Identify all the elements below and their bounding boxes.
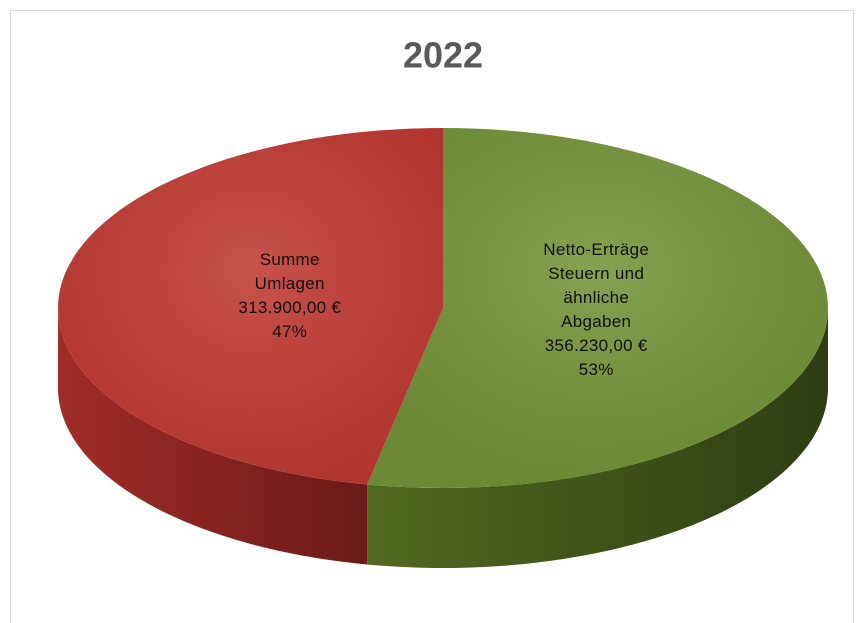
percentage-label: 53%	[578, 360, 614, 380]
data-label: Summe Umlagen 313.900,00 € 47%	[231, 248, 349, 344]
percentage-label: 47%	[272, 321, 308, 341]
value-label: 356.230,00 €	[544, 336, 648, 356]
data-label: Netto-Erträge Steuern und ähnliche Abgab…	[537, 238, 655, 382]
slice-sheen	[58, 128, 443, 485]
slice-sheen	[367, 128, 828, 488]
category-label: Summe Umlagen	[254, 249, 325, 293]
category-label: Netto-Erträge Steuern und ähnliche Abgab…	[543, 240, 650, 332]
slice-side	[58, 308, 368, 565]
slice-side	[367, 308, 828, 568]
chart-title: 2022	[403, 35, 483, 76]
value-label: 313.900,00 €	[238, 297, 342, 317]
chart-frame	[10, 10, 854, 623]
tops	[58, 128, 828, 488]
sides	[58, 308, 828, 568]
